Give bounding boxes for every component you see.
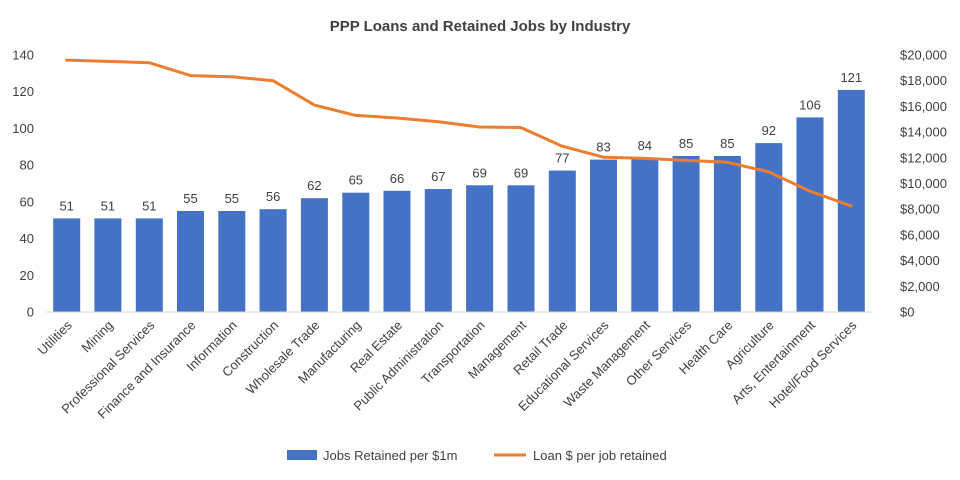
right-axis: $0 $2,000 $4,000 $6,000 $8,000 $10,000 $12,000… — [900, 48, 947, 320]
bar-13 — [590, 159, 617, 312]
bar-data-label-17: 92 — [762, 123, 776, 138]
line-point-11 — [519, 126, 523, 129]
right-tick-label-6: $12,000 — [900, 150, 947, 165]
bar-5 — [259, 209, 287, 312]
line-point-12 — [561, 145, 564, 148]
left-tick-label-6: 120 — [12, 84, 34, 99]
bar-10 — [466, 185, 494, 312]
line-point-18 — [808, 190, 812, 193]
category-label-0: Utilities — [35, 317, 76, 358]
left-tick-label-4: 80 — [20, 158, 34, 173]
category-label-6: Wholesale Trade — [243, 318, 323, 398]
bar-4 — [218, 211, 246, 312]
legend-label-bars: Jobs Retained per $1m — [323, 448, 457, 463]
bar-data-label-3: 55 — [183, 191, 197, 206]
bar-0 — [53, 218, 81, 312]
bar-9 — [424, 189, 452, 312]
bar-data-label-15: 85 — [679, 136, 693, 151]
bar-data-label-16: 85 — [720, 136, 734, 151]
bar-data-label-0: 51 — [59, 198, 73, 213]
line-point-6 — [313, 103, 316, 107]
bar-data-label-13: 83 — [596, 140, 610, 155]
category-label-1: Mining — [78, 318, 116, 356]
left-tick-label-0: 0 — [27, 305, 34, 320]
bar-data-label-11: 69 — [514, 165, 528, 180]
bar-data-label-7: 65 — [349, 173, 363, 188]
line-point-5 — [271, 79, 275, 82]
bar-2 — [135, 218, 163, 312]
right-tick-label-5: $10,000 — [900, 176, 947, 191]
left-tick-label-1: 20 — [20, 268, 34, 283]
line-point-9 — [437, 120, 440, 124]
bar-data-label-2: 51 — [142, 198, 156, 213]
line-point-4 — [230, 75, 233, 79]
line-point-7 — [354, 114, 357, 117]
line-point-8 — [395, 116, 399, 120]
right-tick-label-9: $18,000 — [900, 73, 947, 88]
line-point-16 — [726, 161, 729, 164]
bar-19 — [837, 89, 865, 313]
bar-data-label-10: 69 — [472, 165, 486, 180]
left-tick-label-3: 60 — [20, 194, 34, 209]
line-point-15 — [684, 159, 688, 162]
legend-swatch-bars — [287, 450, 317, 460]
right-tick-label-4: $8,000 — [900, 202, 940, 217]
bar-11 — [507, 185, 535, 312]
line-series-loan-per-job — [65, 58, 853, 208]
right-tick-label-8: $16,000 — [900, 99, 947, 114]
line-point-0 — [65, 58, 68, 62]
right-tick-label-3: $6,000 — [900, 227, 940, 242]
bar-data-label-5: 56 — [266, 189, 280, 204]
bar-12 — [548, 170, 576, 312]
line-point-13 — [602, 156, 605, 159]
bar-data-label-9: 67 — [431, 169, 445, 184]
bar-14 — [631, 157, 659, 312]
line-point-17 — [767, 170, 770, 174]
line-point-3 — [189, 74, 192, 77]
bar-15 — [672, 156, 700, 312]
left-axis: 0 20 40 60 80 100 120 140 — [12, 48, 34, 320]
right-tick-label-0: $0 — [900, 305, 914, 320]
bar-data-label-1: 51 — [101, 198, 115, 213]
legend: Jobs Retained per $1m Loan $ per job ret… — [287, 448, 667, 463]
bar-data-label-6: 62 — [307, 178, 321, 193]
left-tick-label-5: 100 — [12, 121, 34, 136]
bar-3 — [177, 211, 204, 312]
left-tick-label-2: 40 — [20, 231, 34, 246]
bar-data-label-4: 55 — [225, 191, 239, 206]
line-point-19 — [850, 204, 853, 208]
right-tick-label-1: $2,000 — [900, 279, 940, 294]
bar-7 — [342, 192, 370, 312]
left-tick-label-7: 140 — [12, 48, 34, 63]
bars-layer — [53, 89, 865, 313]
legend-label-line: Loan $ per job retained — [533, 448, 667, 463]
bar-1 — [94, 218, 122, 312]
bar-6 — [300, 198, 328, 312]
line-point-2 — [148, 61, 151, 64]
line-point-1 — [106, 60, 110, 63]
bar-18 — [796, 117, 824, 313]
bar-16 — [713, 156, 741, 312]
bar-data-label-18: 106 — [799, 97, 821, 112]
right-tick-label-10: $20,000 — [900, 48, 947, 63]
bar-8 — [383, 190, 411, 312]
right-tick-label-2: $4,000 — [900, 253, 940, 268]
bar-data-label-8: 66 — [390, 171, 404, 186]
right-tick-label-7: $14,000 — [900, 125, 947, 140]
bar-labels-layer: 51 51 51 55 55 56 62 65 66 67 69 69 77 83 84 85 85 92 106 1… — [59, 70, 862, 213]
chart-title: PPP Loans and Retained Jobs by Industry — [330, 18, 631, 35]
bar-data-label-19: 121 — [840, 70, 862, 85]
line-layer — [65, 58, 853, 208]
bar-data-label-14: 84 — [638, 138, 652, 153]
line-point-10 — [478, 125, 481, 129]
line-point-14 — [643, 157, 646, 160]
bar-data-label-12: 77 — [555, 151, 569, 166]
